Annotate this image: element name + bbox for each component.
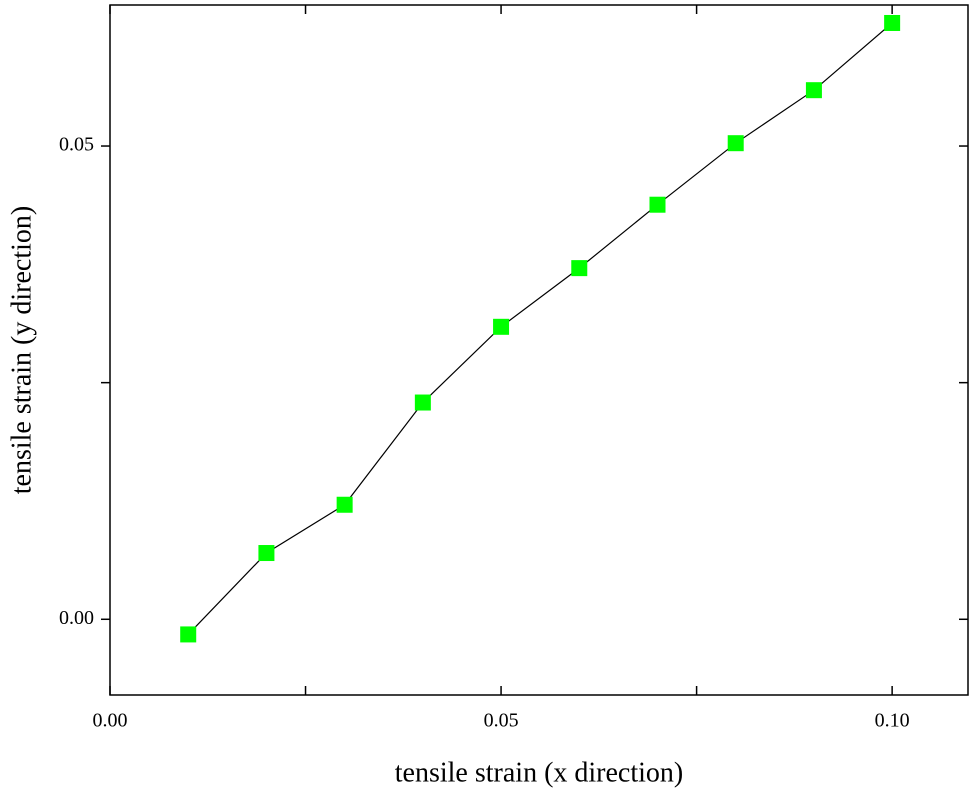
x-tick-label: 0.10	[875, 710, 910, 732]
x-tick-label: 0.00	[93, 710, 128, 732]
marker	[805, 82, 822, 99]
marker	[649, 196, 666, 213]
x-axis-label: tensile strain (x direction)	[395, 757, 683, 788]
marker	[727, 135, 744, 152]
marker	[493, 318, 510, 335]
x-tick-label: 0.05	[484, 710, 519, 732]
marker	[258, 545, 275, 562]
marker	[571, 260, 588, 277]
marker	[884, 14, 901, 31]
plot-frame	[109, 4, 969, 696]
marker	[336, 496, 353, 513]
y-tick-label: 0.05	[59, 134, 94, 156]
y-tick-label: 0.00	[59, 607, 94, 629]
y-axis-label: tensile strain (y direction)	[6, 206, 37, 494]
series-line	[187, 22, 893, 635]
marker	[414, 394, 431, 411]
marker	[180, 626, 197, 643]
